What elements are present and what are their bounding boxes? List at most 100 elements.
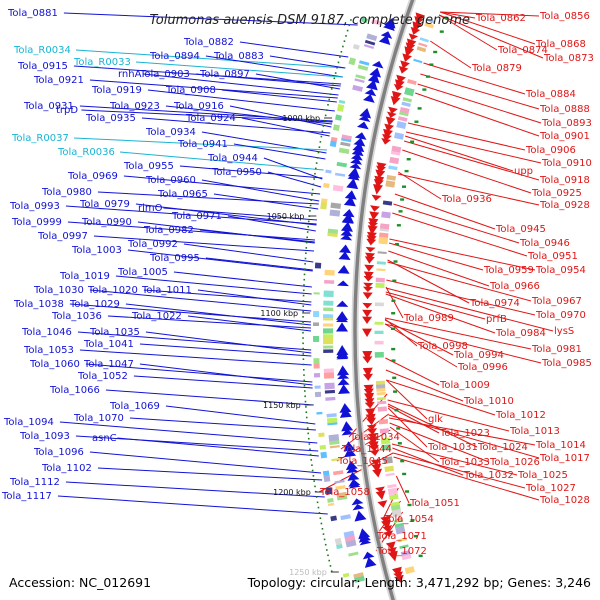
reverse-gene-label[interactable]: Tola_0985 (541, 358, 592, 369)
forward-gene-label[interactable]: Tola_0955 (123, 161, 174, 172)
rna-gene-label[interactable]: Tola_R0034 (13, 45, 71, 56)
reverse-gene-label[interactable]: Tola_0946 (519, 238, 570, 249)
reverse-gene-label[interactable]: Tola_0893 (541, 118, 592, 129)
reverse-gene-label[interactable]: Tola_0951 (527, 251, 578, 262)
forward-gene-label[interactable]: Tola_1011 (141, 285, 192, 296)
forward-gene-label[interactable]: Tola_1020 (87, 285, 138, 296)
forward-gene-label[interactable]: Tola_1070 (73, 413, 124, 424)
reverse-gene-label[interactable]: Tola_1014 (535, 440, 586, 451)
forward-gene-label[interactable]: Tola_0969 (67, 171, 118, 182)
reverse-gene-label[interactable]: Tola_1045 (337, 456, 388, 467)
forward-gene-label[interactable]: Tola_1038 (13, 299, 64, 310)
forward-gene-label[interactable]: Tola_1117 (1, 491, 52, 502)
reverse-gene-label[interactable]: Tola_0970 (535, 310, 586, 321)
reverse-gene-label[interactable]: Tola_1023 (439, 428, 490, 439)
reverse-gene-label[interactable]: upp (514, 166, 533, 177)
reverse-gene-label[interactable]: Tola_0874 (497, 45, 548, 56)
reverse-gene-label[interactable]: Tola_1017 (539, 453, 590, 464)
forward-gene-label[interactable]: Tola_1094 (3, 417, 54, 428)
forward-gene-label[interactable]: Tola_0883 (213, 51, 264, 62)
forward-gene-label[interactable]: Tola_0995 (149, 253, 200, 264)
forward-gene-label[interactable]: Tola_0916 (173, 101, 224, 112)
reverse-gene-label[interactable]: Tola_0959 (483, 265, 534, 276)
forward-gene-label[interactable]: Tola_1035 (89, 327, 140, 338)
forward-gene-label[interactable]: Tola_1052 (77, 371, 128, 382)
reverse-gene-label[interactable]: Tola_1031 (427, 442, 478, 453)
reverse-gene-label[interactable]: Tola_0918 (539, 175, 590, 186)
reverse-gene-label[interactable]: lysS (554, 326, 574, 337)
forward-gene-label[interactable]: Tola_0919 (91, 85, 142, 96)
reverse-gene-label[interactable]: Tola_0998 (417, 341, 468, 352)
forward-gene-label[interactable]: Tola_0921 (33, 75, 84, 86)
forward-gene-label[interactable]: Tola_0999 (11, 217, 62, 228)
reverse-gene-label[interactable]: Tola_0928 (539, 200, 590, 211)
forward-gene-label[interactable]: Tola_1005 (117, 267, 168, 278)
reverse-gene-label[interactable]: Tola_1009 (439, 380, 490, 391)
reverse-gene-label[interactable]: Tola_1071 (376, 531, 427, 542)
reverse-gene-label[interactable]: Tola_1027 (525, 483, 576, 494)
rna-gene-label[interactable]: Tola_R0036 (57, 147, 115, 158)
reverse-gene-label[interactable]: Tola_0884 (525, 89, 576, 100)
reverse-gene-label[interactable]: Tola_0989 (403, 313, 454, 324)
reverse-gene-label[interactable]: Tola_1010 (463, 396, 514, 407)
reverse-gene-label[interactable]: Tola_1033 (439, 457, 490, 468)
forward-gene-label[interactable]: rnhA (118, 69, 142, 80)
reverse-gene-label[interactable]: Tola_1051 (409, 498, 460, 509)
reverse-gene-label[interactable]: Tola_0906 (525, 145, 576, 156)
reverse-gene-label[interactable]: Tola_1028 (539, 495, 590, 506)
forward-gene-label[interactable]: Tola_0960 (145, 175, 196, 186)
forward-gene-label[interactable]: Tola_1096 (33, 447, 84, 458)
forward-gene-label[interactable]: trpD (56, 105, 78, 116)
reverse-gene-label[interactable]: Tola_0954 (535, 265, 586, 276)
forward-gene-label[interactable]: Tola_1112 (9, 477, 60, 488)
rna-gene-label[interactable]: Tola_R0037 (11, 133, 69, 144)
reverse-gene-label[interactable]: Tola_1025 (517, 470, 568, 481)
reverse-gene-label[interactable]: Tola_0856 (539, 11, 590, 22)
forward-gene-label[interactable]: Tola_0934 (145, 127, 196, 138)
reverse-gene-label[interactable]: Tola_0862 (475, 13, 526, 24)
forward-gene-label[interactable]: Tola_1036 (51, 311, 102, 322)
forward-gene-label[interactable]: Tola_1019 (59, 271, 110, 282)
forward-gene-label[interactable]: Tola_0924 (185, 113, 236, 124)
forward-gene-label[interactable]: Tola_0882 (183, 37, 234, 48)
reverse-gene-label[interactable]: Tola_0981 (531, 344, 582, 355)
reverse-gene-label[interactable]: Tola_1024 (477, 442, 528, 453)
forward-gene-label[interactable]: Tola_0935 (85, 113, 136, 124)
forward-gene-label[interactable]: Tola_0965 (157, 189, 208, 200)
forward-gene-label[interactable]: Tola_0997 (37, 231, 88, 242)
forward-gene-label[interactable]: Tola_0923 (109, 101, 160, 112)
forward-gene-label[interactable]: Tola_1046 (21, 327, 72, 338)
forward-gene-label[interactable]: Tola_1102 (41, 463, 92, 474)
reverse-gene-label[interactable]: prfB (486, 314, 507, 325)
reverse-gene-label[interactable]: Tola_1012 (495, 410, 546, 421)
reverse-gene-label[interactable]: Tola_0936 (441, 194, 492, 205)
reverse-gene-label[interactable]: Tola_1026 (489, 457, 540, 468)
forward-gene-label[interactable]: Tola_0931 (23, 101, 74, 112)
reverse-gene-label[interactable]: Tola_0901 (539, 131, 590, 142)
forward-gene-label[interactable]: Tola_0903 (139, 69, 190, 80)
forward-gene-label[interactable]: Tola_0908 (165, 85, 216, 96)
reverse-gene-label[interactable]: Tola_1054 (383, 514, 434, 525)
forward-gene-label[interactable]: Tola_0980 (41, 187, 92, 198)
reverse-gene-label[interactable]: Tola_0966 (489, 281, 540, 292)
forward-gene-label[interactable]: Tola_1060 (29, 359, 80, 370)
reverse-gene-label[interactable]: Tola_1032 (463, 470, 514, 481)
forward-gene-label[interactable]: rimO (138, 203, 163, 214)
forward-gene-label[interactable]: Tola_1022 (131, 311, 182, 322)
forward-gene-label[interactable]: Tola_1053 (23, 345, 74, 356)
reverse-gene-label[interactable]: Tola_1034 (349, 432, 400, 443)
rna-gene-label[interactable]: Tola_R0033 (73, 57, 131, 68)
reverse-gene-label[interactable]: Tola_0974 (469, 298, 520, 309)
reverse-gene-label[interactable]: Tola_0910 (541, 158, 592, 169)
forward-gene-label[interactable]: Tola_1041 (83, 339, 134, 350)
forward-gene-label[interactable]: Tola_1066 (49, 385, 100, 396)
reverse-gene-label[interactable]: Tola_0873 (543, 53, 594, 64)
reverse-gene-label[interactable]: Tola_1072 (376, 546, 427, 557)
forward-gene-label[interactable]: Tola_1030 (33, 285, 84, 296)
forward-gene-label[interactable]: Tola_1093 (19, 431, 70, 442)
forward-gene-label[interactable]: Tola_0979 (79, 199, 130, 210)
reverse-gene-label[interactable]: Tola_1044 (341, 444, 392, 455)
reverse-gene-label[interactable]: Tola_0925 (531, 188, 582, 199)
reverse-gene-label[interactable]: Tola_0967 (531, 296, 582, 307)
forward-gene-label[interactable]: Tola_0881 (7, 8, 58, 19)
